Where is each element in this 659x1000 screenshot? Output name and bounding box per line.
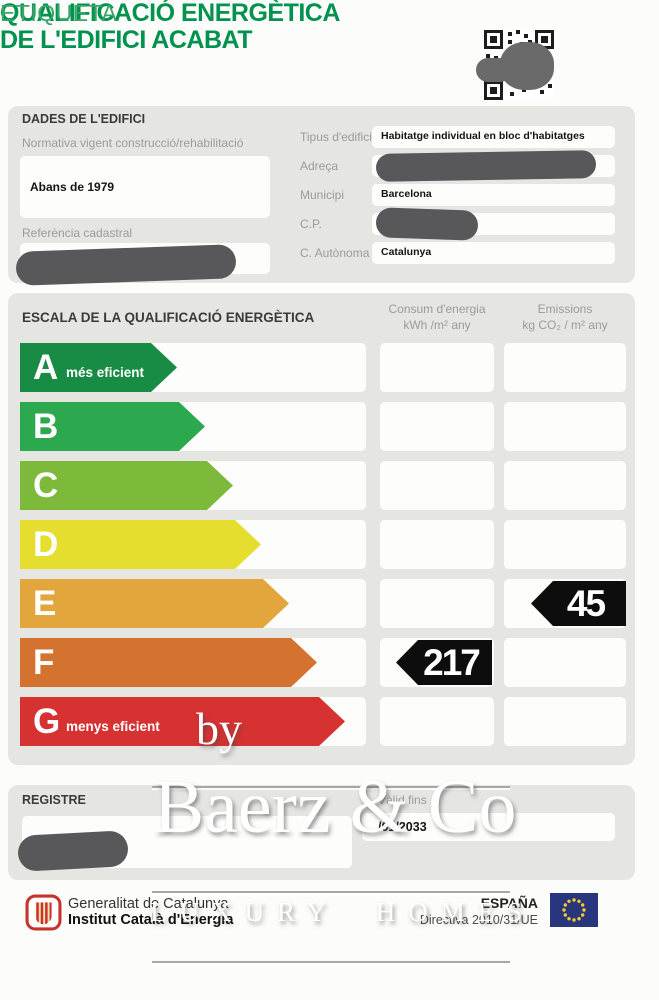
scale-cell-c3-F xyxy=(504,638,626,687)
registre-section: REGISTRE Vàlid fins /01/2033 xyxy=(8,785,635,880)
scale-row-F: F 217 xyxy=(8,638,635,687)
page-title-line1: QUALIFICACIÓ ENERGÈTICA xyxy=(0,0,340,27)
field-label: Municipi xyxy=(300,188,345,202)
grade-arrow-B: B xyxy=(20,402,205,451)
scale-cell-c3-B xyxy=(504,402,626,451)
emissions-value-tag: 45 xyxy=(531,581,626,626)
etiqueta-label: ETIQUETA xyxy=(0,0,118,26)
grade-letter: D xyxy=(33,525,59,564)
country-label: ESPAÑA xyxy=(480,895,538,911)
building-field-municipi: Municipi Barcelona xyxy=(8,184,635,208)
ref-cadastral-label: Referència cadastral xyxy=(22,226,133,240)
scale-cell-c3-G xyxy=(504,697,626,746)
field-label: Adreça xyxy=(300,159,339,173)
scale-cell-c2-A xyxy=(380,343,494,392)
page-title: QUALIFICACIÓ ENERGÈTICA DE L'EDIFICI ACA… xyxy=(0,0,340,54)
field-value-box: Habitatge individual en bloc d'habitatge… xyxy=(372,126,615,148)
field-redaction-blob xyxy=(375,150,597,182)
generalitat-shield-icon xyxy=(25,894,62,931)
registre-title: REGISTRE xyxy=(22,793,86,807)
building-field-tipus-d-edifici: Tipus d'edifici Habitatge individual en b… xyxy=(8,126,635,150)
grade-letter: A xyxy=(33,348,59,387)
scale-cell-c2-G xyxy=(380,697,494,746)
grade-arrow-E: E xyxy=(20,579,289,628)
building-data-title: DADES DE L'EDIFICI xyxy=(22,112,146,126)
page-title-line2: DE L'EDIFICI ACABAT xyxy=(0,26,252,54)
grade-arrow-C: C xyxy=(20,461,233,510)
grade-letter: E xyxy=(33,584,57,623)
scale-cell-c2-D xyxy=(380,520,494,569)
valid-until-value-box: /01/2033 xyxy=(362,813,615,841)
scale-cell-c3-A xyxy=(504,343,626,392)
field-redaction-blob xyxy=(375,207,479,241)
valid-until-label: Vàlid fins xyxy=(378,793,427,807)
watermark-rule-middle xyxy=(152,891,510,893)
building-field-c-aut-noma: C. Autònoma Catalunya xyxy=(8,242,635,266)
energy-scale-section: ESCALA DE LA QUALIFICACIÓ ENERGÈTICA Con… xyxy=(8,293,635,765)
ref-cadastral-redaction-blob xyxy=(15,244,237,286)
registre-redaction-blob xyxy=(17,830,129,872)
grade-letter: B xyxy=(33,407,59,446)
field-value: Catalunya xyxy=(381,246,432,258)
grade-note: més eficient xyxy=(66,365,145,380)
scale-cell-c3-C xyxy=(504,461,626,510)
field-label: C. Autònoma xyxy=(300,246,370,260)
normativa-value-box: Abans de 1979 xyxy=(20,156,270,218)
normativa-label: Normativa vigent construcció/rehabilitac… xyxy=(22,136,244,150)
scale-cell-c2-E xyxy=(380,579,494,628)
scale-row-E: E 45 xyxy=(8,579,635,628)
grade-letter: G xyxy=(33,702,61,741)
scale-cell-c2-C xyxy=(380,461,494,510)
scale-cell-c2-B xyxy=(380,402,494,451)
field-value: Habitatge individual en bloc d'habitatge… xyxy=(381,130,585,142)
valid-until-value: /01/2033 xyxy=(378,820,427,834)
field-value-box: Barcelona xyxy=(372,184,615,206)
watermark-rule-bottom xyxy=(152,961,510,963)
normativa-value: Abans de 1979 xyxy=(30,180,115,194)
grade-letter: C xyxy=(33,466,59,505)
qr-redaction-blob-arm xyxy=(476,58,512,82)
org-institute: Institut Català d'Energia xyxy=(68,912,234,928)
consum-column-header: Consum d'energia kWh /m² any xyxy=(388,302,486,332)
building-data-section: DADES DE L'EDIFICI Normativa vigent cons… xyxy=(8,106,635,286)
eu-flag-icon xyxy=(550,893,598,927)
field-value: Barcelona xyxy=(381,188,432,200)
consum-value-tag: 217 xyxy=(396,640,492,685)
grade-arrow-D: D xyxy=(20,520,261,569)
scale-row-B: B xyxy=(8,402,635,451)
building-field-adre-a: Adreça xyxy=(8,150,635,182)
building-field-c-p-: C.P. xyxy=(8,207,635,241)
energy-scale-title: ESCALA DE LA QUALIFICACIÓ ENERGÈTICA xyxy=(22,310,315,325)
directive-label: Directiva 2010/31/UE xyxy=(419,913,538,927)
grade-arrow-F: F xyxy=(20,638,317,687)
field-label: C.P. xyxy=(300,217,322,231)
scale-row-D: D xyxy=(8,520,635,569)
org-name: Generalitat de Catalunya xyxy=(68,896,229,912)
scale-cell-c3-D xyxy=(504,520,626,569)
field-label: Tipus d'edifici xyxy=(300,130,372,144)
emissions-column-header: Emissions kg CO₂ / m² any xyxy=(522,302,608,332)
grade-note: menys eficient xyxy=(66,719,160,734)
field-value-box: Catalunya xyxy=(372,242,615,264)
scale-row-C: C xyxy=(8,461,635,510)
grade-letter: F xyxy=(33,643,55,682)
